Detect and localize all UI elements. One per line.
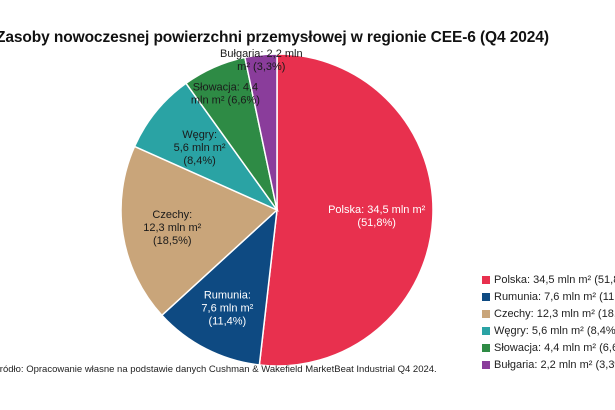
chart-title: Zasoby nowoczesnej powierzchni przemysło… [0, 29, 549, 46]
legend-swatch [482, 360, 490, 369]
legend-item-bulgaria: Bułgaria: 2,2 mln m² (3,3%) [482, 356, 615, 373]
legend-item-wegry: Węgry: 5,6 mln m² (8,4%) [482, 322, 615, 339]
legend-swatch [482, 326, 490, 335]
legend-item-polska: Polska: 34,5 mln m² (51,8%) [482, 271, 615, 288]
legend-swatch [482, 275, 490, 284]
slice-label-rumunia: Rumunia: 7,6 mln m² (11,4%) [201, 289, 253, 327]
legend-swatch [482, 343, 490, 352]
legend-label: Bułgaria: 2,2 mln m² (3,3%) [494, 358, 615, 371]
slice-label-wegry: Węgry: 5,6 mln m² (8,4%) [174, 129, 226, 167]
legend-label: Słowacja: 4,4 mln m² (6,6%) [494, 341, 615, 354]
legend: Polska: 34,5 mln m² (51,8%) Rumunia: 7,6 … [482, 271, 615, 373]
pie-slice-rumunia [160, 208, 278, 366]
pie-slice-bulgaria [243, 53, 278, 211]
slice-label-slowacja: Słowacja: 4,4 mln m² (6,6%) [191, 81, 260, 106]
slice-label-czechy: Czechy: 12,3 mln m² (18,5%) [143, 209, 201, 247]
legend-label: Polska: 34,5 mln m² (51,8%) [494, 273, 615, 286]
slice-label-polska: Polska: 34,5 mln m² (51,8%) [328, 204, 426, 229]
legend-item-slowacja: Słowacja: 4,4 mln m² (6,6%) [482, 339, 615, 356]
legend-label: Węgry: 5,6 mln m² (8,4%) [494, 324, 615, 337]
slice-label-bulgaria: Bułgaria: 2,2 mln m² (3,3%) [220, 48, 303, 73]
source-note: Źródło: Opracowanie własne na podstawie … [0, 364, 437, 375]
legend-swatch [482, 309, 490, 318]
legend-label: Czechy: 12,3 mln m² (18,5%) [494, 307, 615, 320]
pie-slice-czechy [120, 145, 279, 317]
legend-item-czechy: Czechy: 12,3 mln m² (18,5%) [482, 305, 615, 322]
legend-item-rumunia: Rumunia: 7,6 mln m² (11,4%) [482, 288, 615, 305]
pie-slice-polska [258, 53, 434, 367]
legend-label: Rumunia: 7,6 mln m² (11,4%) [494, 290, 615, 303]
legend-swatch [482, 292, 490, 301]
